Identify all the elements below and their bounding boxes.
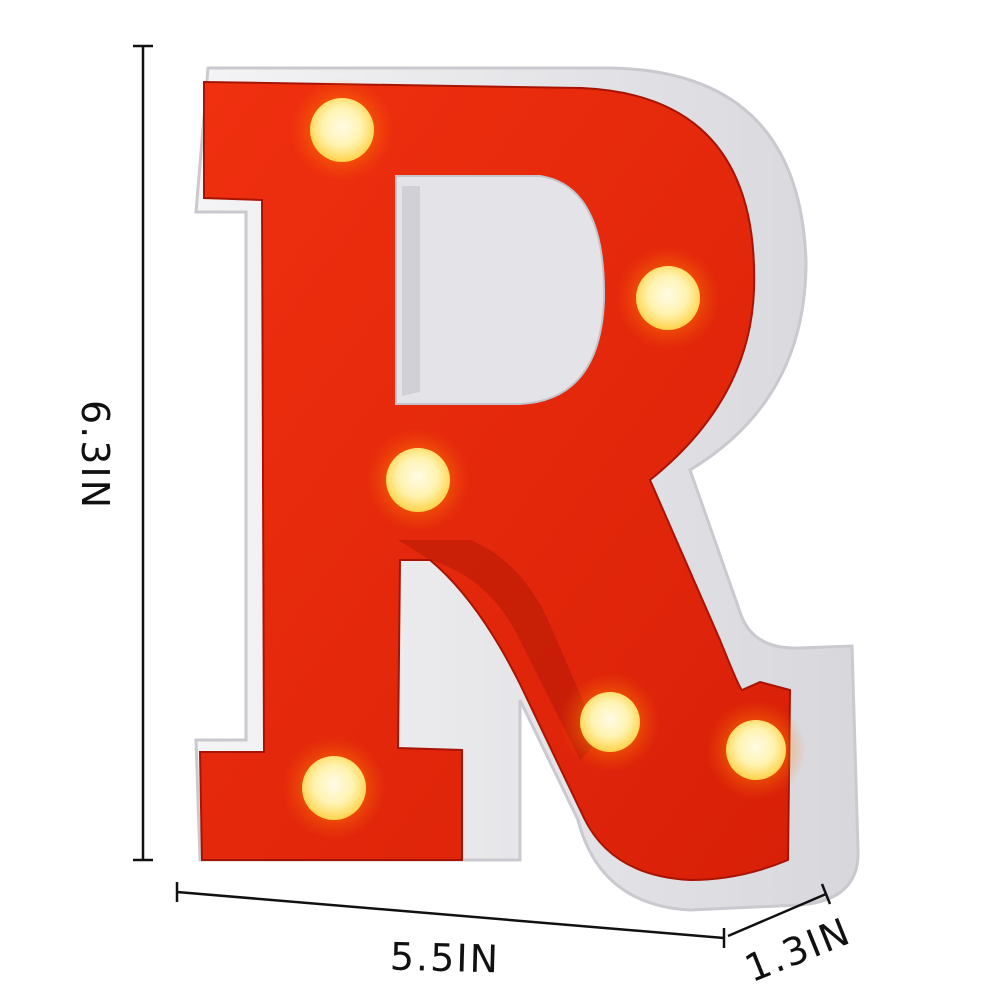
height-label: 6.3IN (73, 399, 117, 511)
bulb-icon (706, 700, 806, 800)
width-measure-line (175, 882, 726, 948)
letter-counter (395, 175, 606, 405)
depth-measure-line (727, 883, 832, 938)
bulb-icon (366, 428, 470, 532)
bulb-icon (282, 736, 386, 840)
bulb-icon (560, 672, 660, 772)
bulbs (282, 78, 806, 840)
width-label: 5.5IN (389, 934, 501, 982)
bulb-icon (290, 78, 394, 182)
height-measure-line (133, 44, 153, 862)
bulb-icon (616, 246, 720, 350)
